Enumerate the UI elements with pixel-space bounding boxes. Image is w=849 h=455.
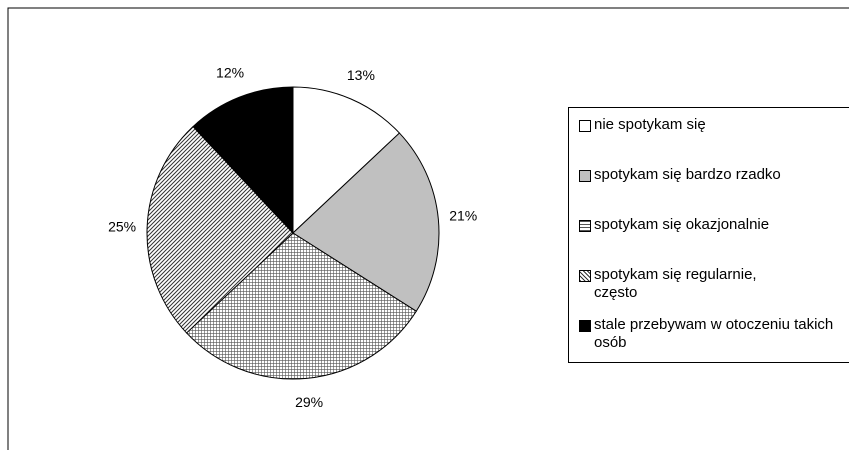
- legend-swatch: [579, 120, 591, 132]
- data-label: 29%: [295, 394, 323, 410]
- pie-slice: [292, 132, 440, 312]
- pie-slice: [146, 125, 294, 334]
- pie-slice: [185, 232, 417, 380]
- legend-label: spotykam się okazjonalnie: [594, 216, 770, 233]
- pie-slice: [292, 86, 401, 235]
- legend-label: spotykam się regularnie, często: [594, 266, 757, 301]
- legend-item: spotykam się okazjonalnie: [579, 216, 849, 266]
- legend-item: spotykam się regularnie, często: [579, 266, 849, 316]
- legend-swatch: [579, 320, 591, 332]
- legend-label: spotykam się bardzo rzadko: [594, 166, 781, 183]
- legend: nie spotykam się spotykam się bardzo rzad…: [568, 107, 849, 363]
- legend-label: stale przebywam w otoczeniu takich osób: [594, 316, 834, 351]
- data-label: 25%: [108, 218, 136, 234]
- legend-item: nie spotykam się: [579, 116, 849, 166]
- chart-frame: [7, 7, 849, 450]
- pie-slice: [192, 86, 294, 235]
- legend-item: stale przebywam w otoczeniu takich osób: [579, 316, 849, 366]
- data-label: 13%: [347, 67, 375, 83]
- data-label: 21%: [449, 208, 477, 224]
- legend-item: spotykam się bardzo rzadko: [579, 166, 849, 216]
- legend-swatch: [579, 270, 591, 282]
- legend-swatch: [579, 220, 591, 232]
- data-label: 12%: [216, 65, 244, 81]
- legend-label: nie spotykam się: [594, 116, 706, 133]
- legend-swatch: [579, 170, 591, 182]
